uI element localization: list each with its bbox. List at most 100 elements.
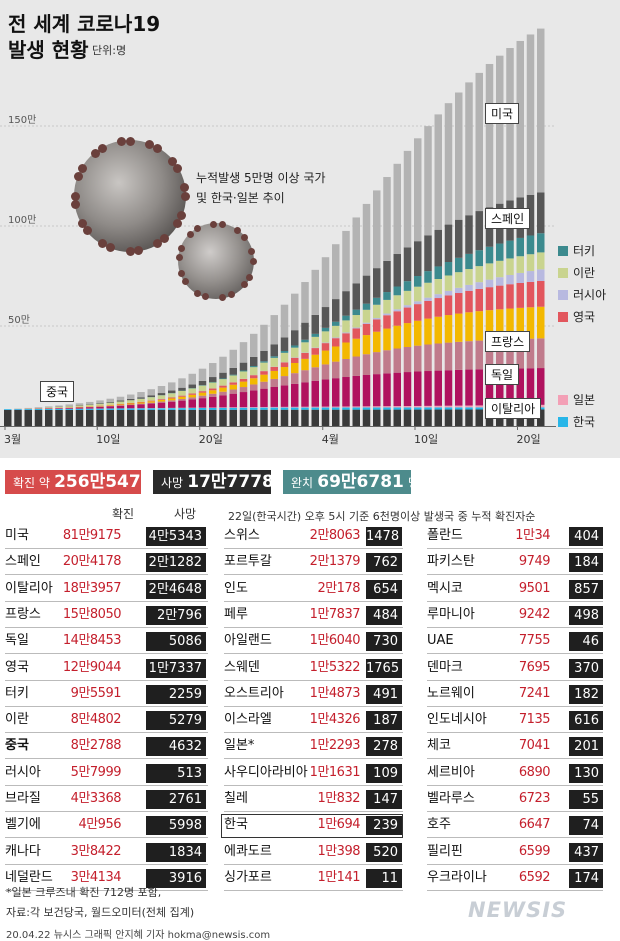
bar-segment-iran (45, 407, 53, 409)
bar-segment-iran (383, 299, 391, 314)
chart-note: 누적발생 5만명 이상 국가 및 한국·일본 추이 (196, 168, 325, 208)
x-tick-label: 20일 (517, 432, 541, 446)
bar-segment-italy (485, 369, 494, 406)
virus-spike (173, 219, 183, 228)
table-row: 브라질 4만3368 2761 (5, 787, 208, 811)
bar-segment-korea (14, 409, 22, 410)
bar-segment-korea (219, 407, 227, 410)
row-divider (5, 889, 208, 891)
bar-segment-germany (301, 370, 309, 383)
bar-segment-italy (250, 390, 258, 408)
legend-item: 한국 (558, 413, 595, 430)
legend-swatch (558, 417, 568, 427)
virus-spike (116, 137, 126, 147)
bar-segment-italy (260, 388, 268, 407)
deaths-value: 182 (569, 684, 603, 704)
confirmed-value: 7041 (518, 738, 551, 754)
summary-deaths-label: 사망 (161, 476, 184, 490)
bar-segment-italy (86, 407, 94, 409)
table-row: 중국 8만2788 4632 (5, 734, 208, 758)
confirmed-value: 8만4802 (70, 712, 122, 728)
country-name: 스위스 (224, 528, 260, 543)
bar-segment-germany (137, 403, 145, 405)
bar-segment-spain (455, 219, 463, 258)
bar-segment-china (311, 409, 319, 426)
bar-segment-spain (198, 380, 207, 386)
table-row: 프랑스 15만8050 2만796 (5, 603, 208, 627)
bar-segment-uk (311, 348, 319, 355)
table-row: 싱가포르 1만141 11 (224, 866, 403, 890)
deaths-value: 2761 (146, 790, 206, 809)
bar-segment-france (352, 338, 360, 357)
table-row: 한국 1만694 239 (224, 813, 403, 837)
bar-segment-france (157, 399, 166, 402)
bar-segment-russia (434, 294, 442, 299)
bar-segment-korea (168, 408, 176, 410)
bar-segment-korea (332, 407, 340, 410)
table-row: 터키 9만5591 2259 (5, 682, 208, 706)
bar-segment-spain (465, 215, 473, 254)
bar-segment-france (414, 320, 422, 346)
country-name: 루마니아 (427, 606, 475, 622)
bar-segment-spain (424, 235, 432, 272)
bar-segment-france (301, 358, 309, 371)
bar-segment-italy (116, 405, 125, 409)
country-name: 프랑스 (5, 606, 41, 622)
deaths-value: 55 (569, 790, 603, 809)
y-tick-label: 50만 (8, 314, 30, 326)
row-divider (427, 600, 603, 602)
bar-segment-france (526, 307, 535, 339)
bar-segment-france (188, 394, 196, 398)
bar-segment-iran (342, 320, 350, 333)
summary-confirmed-value: 256만5477 (54, 472, 153, 492)
bar-segment-china (24, 409, 32, 426)
country-name: 이란 (5, 712, 29, 728)
bar-segment-japan (342, 406, 350, 408)
bar-segment-china (127, 409, 135, 426)
bar-segment-japan (393, 406, 401, 408)
unit-label: 단위:명 (92, 44, 127, 57)
bar-segment-spain (127, 398, 135, 401)
virus-spike (160, 234, 170, 244)
bar-segment-usa (75, 403, 84, 406)
row-divider (427, 626, 603, 628)
deaths-value: 404 (569, 527, 603, 546)
bar-segment-france (198, 392, 207, 396)
bar-segment-china (465, 409, 473, 426)
bar-segment-spain (444, 224, 453, 263)
bar-segment-japan (321, 406, 330, 408)
bar-segment-uk (260, 371, 268, 375)
confirmed-value: 20만4178 (62, 554, 122, 570)
country-name: 아일랜드 (224, 633, 272, 649)
country-name: UAE (427, 633, 454, 649)
bar-segment-korea (116, 408, 125, 410)
bar-segment-uk (424, 300, 432, 319)
virus-spike (98, 239, 107, 249)
row-divider (5, 863, 208, 865)
bar-segment-germany (496, 339, 504, 369)
bar-segment-italy (475, 369, 483, 406)
bar-segment-italy (403, 372, 412, 407)
bar-segment-iran (403, 290, 412, 306)
deaths-value: 513 (146, 763, 206, 783)
virus-spike (218, 293, 226, 301)
bar-segment-japan (280, 406, 289, 408)
confirmed-value: 1만832 (317, 791, 360, 806)
deaths-value: 147 (366, 790, 402, 809)
bar-segment-germany (373, 352, 381, 375)
confirmed-value: 6647 (518, 817, 551, 833)
bar-segment-japan (260, 406, 268, 408)
bar-segment-italy (455, 369, 463, 406)
bar-segment-china (198, 409, 207, 426)
virus-spike (177, 244, 185, 252)
confirmed-value: 7755 (518, 633, 551, 649)
bar-segment-russia (455, 287, 463, 294)
virus-spike (209, 220, 217, 228)
bar-segment-uk (219, 385, 227, 388)
bar-segment-france (496, 309, 504, 340)
bar-segment-france (239, 381, 248, 388)
bar-segment-italy (209, 396, 217, 408)
bar-segment-turkey (424, 271, 432, 283)
confirmed-value: 7135 (518, 712, 551, 728)
bar-segment-usa (434, 114, 442, 230)
